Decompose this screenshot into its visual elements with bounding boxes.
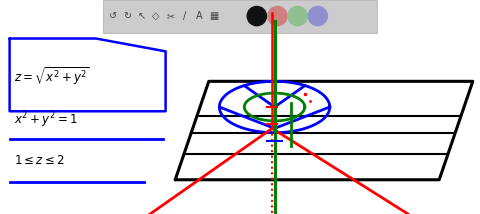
Circle shape [247, 6, 266, 26]
Text: ↖: ↖ [138, 11, 145, 21]
Text: A: A [196, 11, 203, 21]
Circle shape [288, 6, 307, 26]
Text: $1 \leq z \leq 2$: $1 \leq z \leq 2$ [14, 154, 65, 167]
Circle shape [308, 6, 327, 26]
Text: $x^2+y^2 = 1$: $x^2+y^2 = 1$ [14, 110, 78, 130]
Text: ↻: ↻ [123, 11, 131, 21]
Text: ↺: ↺ [109, 11, 117, 21]
Text: /: / [183, 11, 186, 21]
Text: ◇: ◇ [152, 11, 160, 21]
Text: ✂: ✂ [167, 11, 174, 21]
Text: $z = \sqrt{x^2+y^2}$: $z = \sqrt{x^2+y^2}$ [14, 66, 90, 88]
FancyBboxPatch shape [103, 0, 377, 33]
Text: ▦: ▦ [209, 11, 218, 21]
Circle shape [268, 6, 287, 26]
